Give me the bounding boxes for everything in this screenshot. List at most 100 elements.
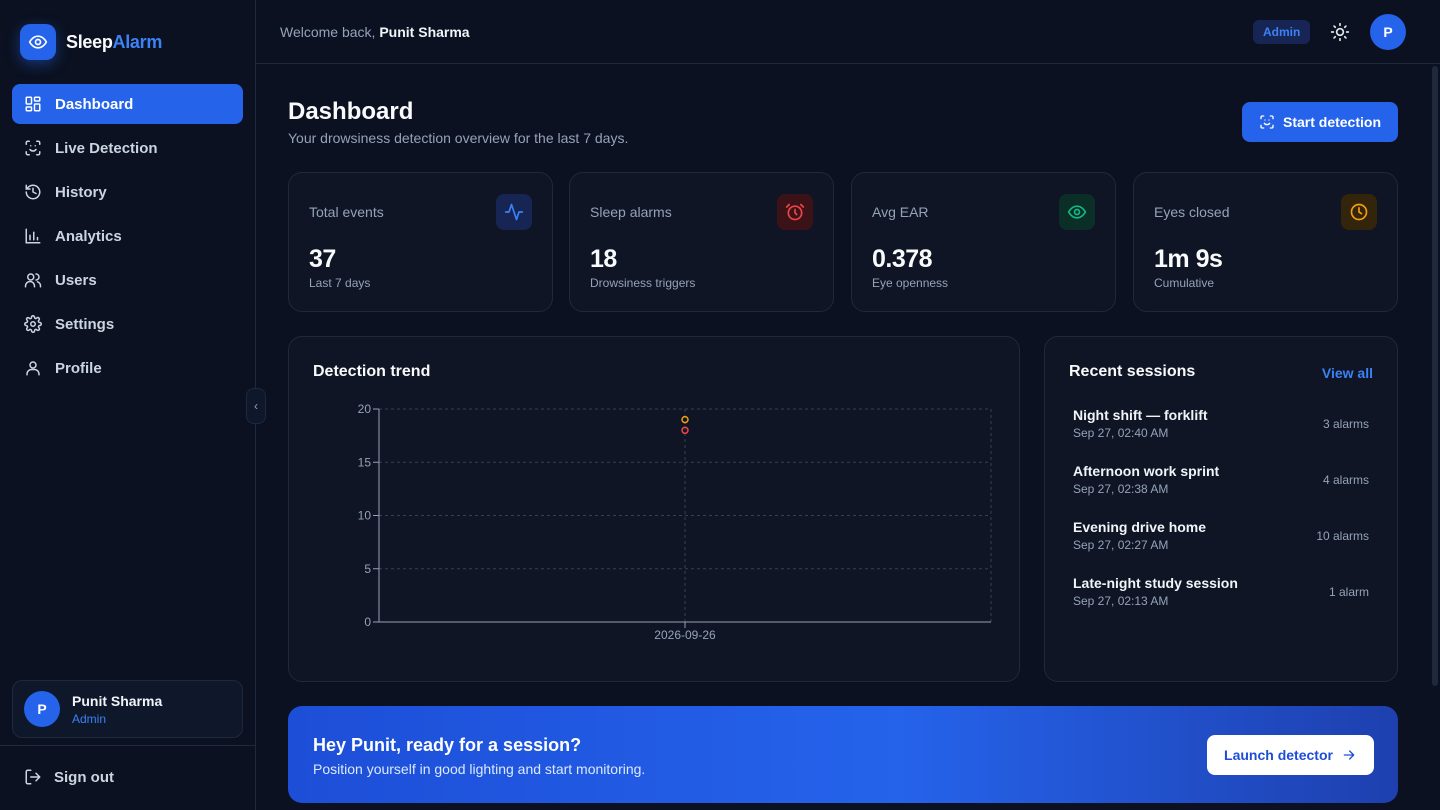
- banner-subtitle: Position yourself in good lighting and s…: [313, 761, 646, 777]
- scrollbar-thumb[interactable]: [1432, 66, 1438, 686]
- welcome-text: Welcome back, Punit Sharma: [280, 23, 470, 40]
- page-title: Dashboard: [288, 98, 414, 125]
- stat-card-sleep-alarms: Sleep alarms 18 Drowsiness triggers: [569, 172, 834, 312]
- x-tick-label: 2026-09-26: [654, 628, 716, 642]
- role-badge: Admin: [1253, 20, 1311, 44]
- sidebar-item-analytics[interactable]: Analytics: [12, 216, 243, 256]
- user-name: Punit Sharma: [72, 692, 163, 709]
- banner-title: Hey Punit, ready for a session?: [313, 735, 582, 755]
- start-detection-label: Start detection: [1282, 114, 1381, 130]
- session-name: Night shift — forklift: [1073, 407, 1208, 423]
- sidebar-item-settings[interactable]: Settings: [12, 304, 243, 344]
- user-icon: [26, 361, 40, 376]
- sidebar: SleepAlarm Dashboard Live Detection Hist…: [0, 0, 256, 810]
- sidebar-item-label: Live Detection: [55, 139, 158, 157]
- stat-value: 18: [590, 245, 617, 273]
- session-item[interactable]: Night shift — forklift Sep 27, 02:40 AM …: [1073, 407, 1369, 447]
- topbar: Welcome back, Punit Sharma Admin P: [256, 0, 1440, 64]
- stat-value: 1m 9s: [1154, 245, 1223, 273]
- sidebar-item-label: Settings: [55, 315, 115, 333]
- stat-note: Cumulative: [1154, 276, 1215, 290]
- session-alarm-count: 10 alarms: [1316, 529, 1369, 543]
- session-alarm-count: 1 alarm: [1328, 585, 1369, 599]
- stat-card-total-events: Total events 37 Last 7 days: [288, 172, 553, 312]
- session-time: Sep 27, 02:40 AM: [1073, 426, 1169, 440]
- sidebar-item-history[interactable]: History: [12, 172, 243, 212]
- session-name: Late-night study session: [1073, 575, 1238, 591]
- sidebar-item-label: Users: [55, 271, 97, 289]
- session-alarm-count: 4 alarms: [1322, 473, 1369, 487]
- logout-icon: [25, 769, 41, 785]
- sidebar-item-label: Profile: [55, 359, 102, 377]
- session-name: Afternoon work sprint: [1073, 463, 1220, 479]
- session-name: Evening drive home: [1073, 519, 1207, 535]
- stat-label: Eyes closed: [1154, 204, 1230, 220]
- sidebar-divider: [0, 745, 256, 746]
- session-time: Sep 27, 02:38 AM: [1073, 482, 1169, 496]
- session-item[interactable]: Afternoon work sprint Sep 27, 02:38 AM 4…: [1073, 463, 1369, 503]
- scan-icon: [25, 140, 41, 156]
- session-alarm-count: 3 alarms: [1322, 417, 1369, 431]
- clock-icon: [1341, 194, 1377, 230]
- alarm-clock-icon: [777, 194, 813, 230]
- stat-label: Avg EAR: [872, 204, 929, 220]
- session-cta-banner: Hey Punit, ready for a session? Position…: [288, 706, 1398, 803]
- stat-value: 0.378: [872, 245, 933, 273]
- y-tick-label: 20: [358, 402, 372, 416]
- stat-note: Last 7 days: [309, 276, 371, 290]
- y-tick-label: 0: [364, 615, 371, 629]
- eye-icon: [1059, 194, 1095, 230]
- sign-out-button[interactable]: Sign out: [24, 768, 114, 786]
- sign-out-label: Sign out: [54, 768, 114, 786]
- user-role: Admin: [72, 711, 107, 726]
- avatar: P: [24, 691, 60, 727]
- session-time: Sep 27, 02:13 AM: [1073, 594, 1169, 608]
- panel-title: Detection trend: [313, 363, 431, 380]
- gear-icon: [24, 315, 42, 333]
- stat-card-eyes-closed: Eyes closed 1m 9s Cumulative: [1133, 172, 1398, 312]
- sidebar-nav: Dashboard Live Detection History Analyti…: [12, 84, 243, 392]
- stat-label: Total events: [309, 204, 384, 220]
- chevron-left-icon: ‹: [254, 399, 258, 413]
- scan-icon: [1260, 115, 1274, 129]
- y-tick-label: 5: [364, 562, 371, 576]
- eye-logo-icon: [20, 24, 56, 60]
- panel-title: Recent sessions: [1069, 363, 1196, 380]
- stat-card-avg-ear: Avg EAR 0.378 Eye openness: [851, 172, 1116, 312]
- top-avatar[interactable]: P: [1370, 14, 1406, 50]
- session-item[interactable]: Evening drive home Sep 27, 02:27 AM 10 a…: [1073, 519, 1369, 559]
- activity-icon: [496, 194, 532, 230]
- sun-icon: [1330, 22, 1350, 42]
- collapse-sidebar-button[interactable]: ‹: [246, 388, 266, 424]
- brand-name: SleepAlarm: [66, 31, 163, 52]
- stat-note: Eye openness: [872, 276, 949, 290]
- history-icon: [25, 184, 41, 200]
- data-point: [681, 426, 689, 435]
- sidebar-item-users[interactable]: Users: [12, 260, 243, 300]
- session-item[interactable]: Late-night study session Sep 27, 02:13 A…: [1073, 575, 1369, 615]
- welcome-user-name: Punit Sharma: [379, 23, 470, 40]
- brand[interactable]: SleepAlarm: [20, 24, 162, 60]
- theme-toggle-button[interactable]: [1328, 20, 1352, 44]
- data-point: [681, 415, 689, 424]
- page-subtitle: Your drowsiness detection overview for t…: [288, 130, 629, 146]
- sidebar-user-card[interactable]: P Punit Sharma Admin: [12, 680, 243, 738]
- stat-note: Drowsiness triggers: [590, 276, 696, 290]
- sidebar-item-live-detection[interactable]: Live Detection: [12, 128, 243, 168]
- session-time: Sep 27, 02:27 AM: [1073, 538, 1169, 552]
- view-all-link[interactable]: View all: [1321, 365, 1373, 381]
- stat-value: 37: [309, 245, 336, 273]
- dashboard-icon: [25, 96, 41, 112]
- sidebar-item-label: History: [55, 183, 107, 201]
- users-icon: [24, 273, 42, 288]
- arrow-right-icon: [1343, 750, 1355, 760]
- y-tick-label: 10: [358, 509, 372, 523]
- bar-chart-icon: [25, 228, 41, 244]
- sidebar-item-dashboard[interactable]: Dashboard: [12, 84, 243, 124]
- launch-detector-button[interactable]: Launch detector: [1207, 735, 1374, 775]
- sidebar-item-profile[interactable]: Profile: [12, 348, 243, 388]
- sidebar-item-label: Dashboard: [55, 95, 134, 113]
- start-detection-button[interactable]: Start detection: [1242, 102, 1398, 142]
- detection-trend-chart[interactable]: 0 5 10 15 20 2026-09-26: [289, 337, 1019, 681]
- sidebar-item-label: Analytics: [55, 227, 122, 245]
